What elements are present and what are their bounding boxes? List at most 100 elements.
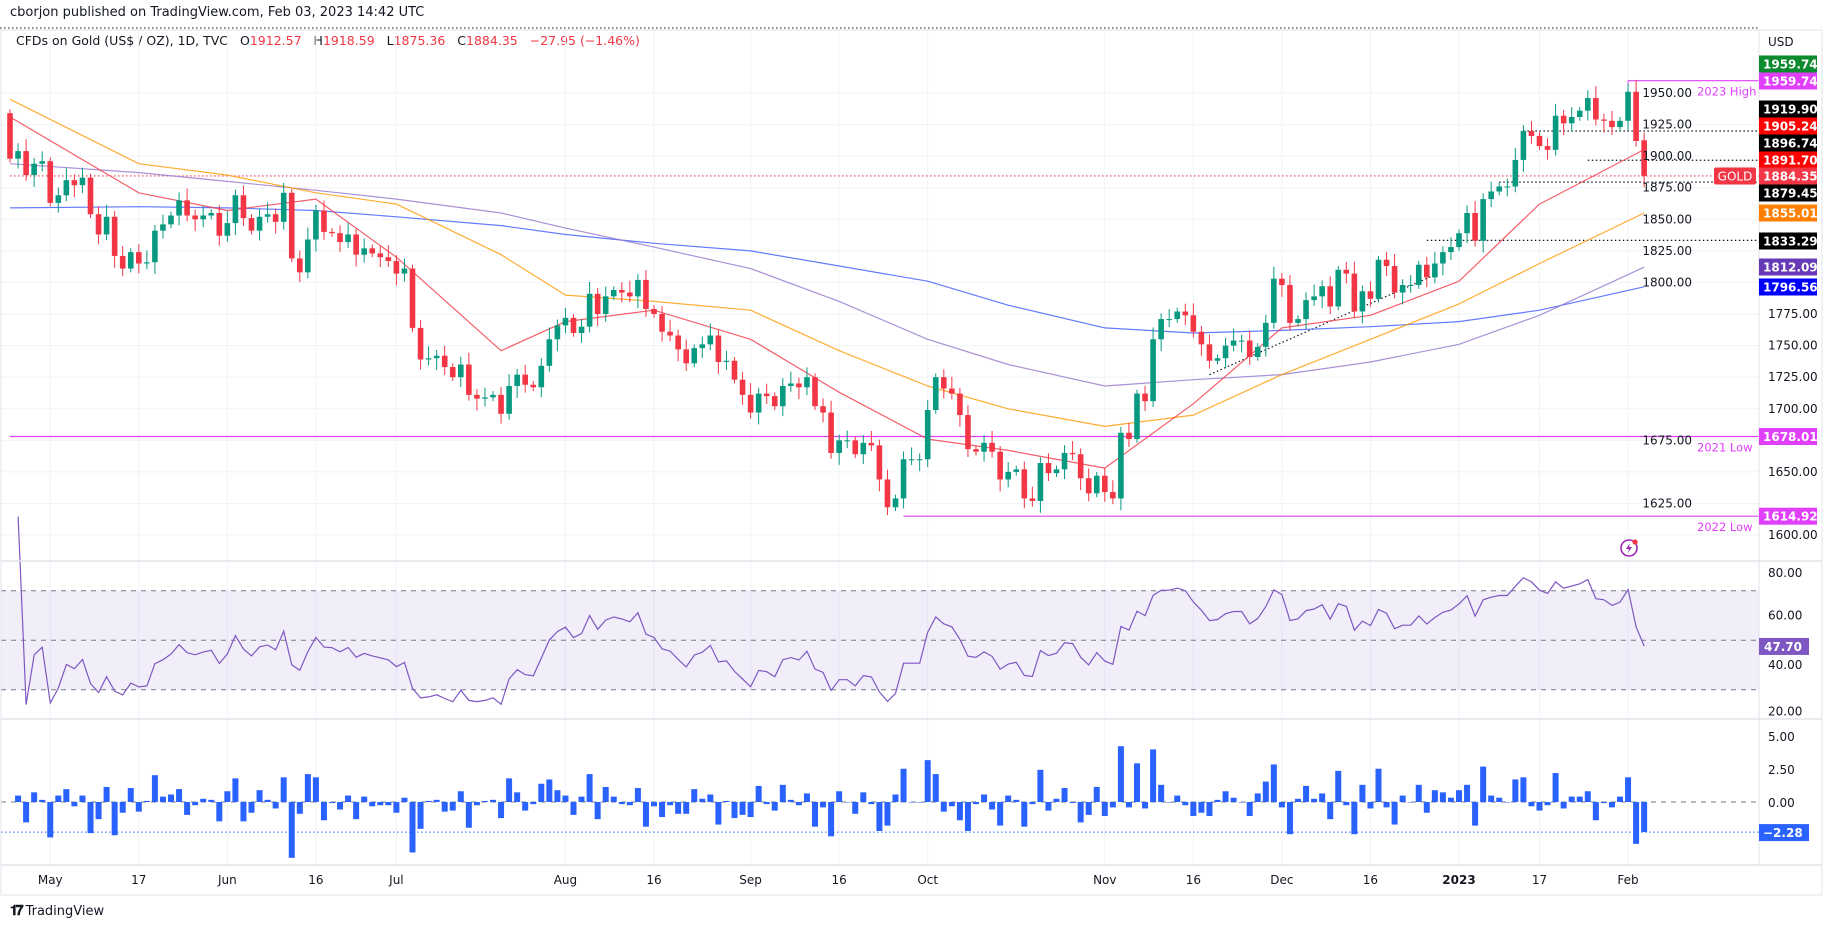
price-label: 1884.35	[1763, 170, 1818, 184]
candle-body	[763, 393, 770, 397]
histogram-bar	[1391, 802, 1398, 825]
y-tick-label: 1775.00	[1768, 307, 1818, 321]
grid	[1, 30, 1759, 865]
histogram-bar	[1117, 746, 1124, 802]
histogram-bar	[610, 796, 617, 802]
x-tick-label: 2023	[1442, 873, 1475, 887]
candle-body	[441, 355, 448, 368]
histogram-bar	[844, 802, 851, 803]
chart-frame	[0, 29, 1823, 896]
x-tick-label: 16	[1363, 873, 1378, 887]
histogram-bar	[385, 802, 392, 806]
level-price: 1614.92	[1763, 510, 1818, 524]
candle-body	[482, 397, 488, 399]
candle-body	[136, 252, 142, 264]
candle-body	[1295, 319, 1301, 323]
candle-body	[47, 161, 54, 203]
histogram-bar	[1109, 802, 1116, 808]
histogram-bar	[55, 795, 62, 802]
candle-body	[345, 234, 351, 243]
candle-body	[1415, 264, 1422, 285]
candle-body	[329, 231, 335, 234]
level-price-badge	[1759, 507, 1817, 525]
candle-body	[1512, 159, 1519, 187]
histogram-bar	[256, 790, 263, 802]
close-label: C	[457, 33, 467, 48]
candle-body	[900, 459, 907, 499]
level-label: 2021 Low	[1697, 441, 1753, 455]
histogram-bar	[562, 795, 569, 802]
x-tick-label: Dec	[1270, 873, 1293, 887]
candle-body	[1609, 120, 1615, 128]
histogram-bar	[1383, 802, 1390, 808]
rsi-last-value: 47.70	[1764, 640, 1802, 654]
histogram-bar	[747, 802, 754, 818]
price-label-badge	[1759, 151, 1817, 169]
candle-body	[562, 317, 569, 326]
histogram-bar	[1568, 796, 1575, 802]
candle-body	[1432, 263, 1438, 278]
candle-body	[594, 293, 601, 315]
x-tick-label: Nov	[1093, 873, 1116, 887]
histogram-bar	[1375, 768, 1382, 802]
candle-body	[1552, 115, 1559, 150]
x-tick-label: 16	[646, 873, 661, 887]
candle-body	[1560, 115, 1567, 124]
open-value: 1912.57	[249, 33, 302, 48]
histogram-bar	[755, 785, 762, 802]
candle-body	[578, 326, 585, 333]
candles	[7, 79, 1647, 516]
rsi-line	[17, 516, 1645, 706]
histogram-bar	[377, 802, 384, 806]
candle-body	[361, 248, 367, 255]
histogram-bar	[1488, 795, 1495, 802]
change-value: −27.95 (−1.46%)	[529, 33, 640, 48]
histogram-bar	[506, 778, 513, 802]
histogram-bar	[860, 792, 867, 802]
histogram-bar	[1367, 802, 1374, 809]
histogram-bar	[956, 802, 963, 821]
candle-body	[369, 248, 376, 254]
candle-body	[941, 377, 947, 389]
histogram-bar	[1504, 802, 1511, 803]
histogram-last-badge	[1759, 824, 1809, 842]
histogram-bar	[15, 795, 22, 802]
candle-body	[1166, 319, 1172, 321]
candle-body	[844, 440, 850, 442]
candle-body	[1472, 212, 1478, 241]
candle-body	[602, 296, 609, 315]
candle-body	[1230, 340, 1237, 346]
candle-body	[780, 386, 786, 407]
histogram-bar	[63, 789, 70, 802]
candle-body	[23, 151, 29, 176]
candle-body	[1142, 393, 1148, 402]
candle-body	[812, 377, 818, 407]
histogram-bar	[151, 775, 158, 802]
candle-body	[297, 258, 303, 273]
candle-body	[79, 177, 86, 186]
candle-body	[635, 279, 641, 297]
candle-body	[739, 379, 746, 395]
histogram-bar	[1496, 797, 1503, 802]
alert-icon[interactable]	[1620, 539, 1638, 557]
histogram-bar	[1013, 799, 1020, 802]
price-label: 1855.01	[1763, 207, 1818, 221]
histogram-bar	[465, 802, 472, 828]
candle-body	[1198, 331, 1205, 345]
histogram-bar	[1407, 802, 1414, 803]
candle-body	[804, 377, 810, 388]
sma100-line	[9, 163, 1645, 387]
candle-body	[1206, 344, 1213, 361]
histogram-bar	[1351, 802, 1358, 835]
histogram-bar	[1617, 796, 1623, 802]
candle-body	[715, 335, 722, 363]
candle-body	[466, 364, 472, 395]
candle-body	[892, 498, 899, 508]
candle-body	[659, 314, 665, 332]
histogram-bar	[1480, 766, 1487, 802]
histogram-bar	[473, 802, 480, 806]
rsi-tick-label: 40.00	[1768, 658, 1802, 672]
candle-body	[723, 360, 730, 363]
histogram-pane	[1, 746, 1759, 858]
